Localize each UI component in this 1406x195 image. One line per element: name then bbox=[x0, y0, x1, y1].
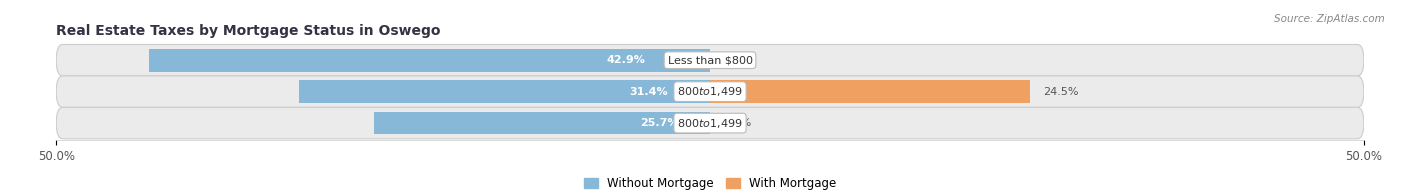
Text: 0.0%: 0.0% bbox=[723, 118, 751, 128]
Text: Real Estate Taxes by Mortgage Status in Oswego: Real Estate Taxes by Mortgage Status in … bbox=[56, 24, 440, 38]
Bar bbox=[149, 49, 710, 72]
Bar bbox=[374, 112, 710, 134]
Text: $800 to $1,499: $800 to $1,499 bbox=[678, 85, 742, 98]
FancyBboxPatch shape bbox=[56, 44, 1364, 76]
Text: 31.4%: 31.4% bbox=[628, 87, 668, 97]
Text: Source: ZipAtlas.com: Source: ZipAtlas.com bbox=[1274, 14, 1385, 24]
Text: 0.0%: 0.0% bbox=[723, 55, 751, 65]
Text: $800 to $1,499: $800 to $1,499 bbox=[678, 117, 742, 130]
FancyBboxPatch shape bbox=[56, 107, 1364, 139]
Text: 25.7%: 25.7% bbox=[640, 118, 679, 128]
Bar bbox=[299, 80, 710, 103]
Bar bbox=[710, 80, 1031, 103]
Legend: Without Mortgage, With Mortgage: Without Mortgage, With Mortgage bbox=[579, 173, 841, 195]
Text: Less than $800: Less than $800 bbox=[668, 55, 752, 65]
FancyBboxPatch shape bbox=[56, 76, 1364, 107]
Text: 42.9%: 42.9% bbox=[606, 55, 645, 65]
Text: 24.5%: 24.5% bbox=[1043, 87, 1078, 97]
